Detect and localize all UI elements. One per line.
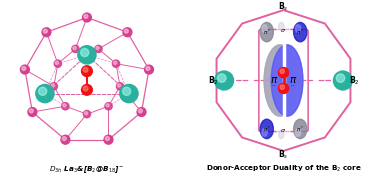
Circle shape — [104, 135, 113, 144]
Circle shape — [61, 135, 70, 144]
Ellipse shape — [294, 22, 307, 42]
Circle shape — [95, 45, 102, 52]
Circle shape — [39, 87, 47, 95]
Circle shape — [28, 108, 37, 116]
Circle shape — [120, 85, 138, 103]
Text: B$_2$: B$_2$ — [208, 74, 218, 87]
Ellipse shape — [262, 128, 267, 136]
Ellipse shape — [260, 22, 273, 42]
Text: $\sigma$: $\sigma$ — [280, 27, 287, 34]
Ellipse shape — [271, 45, 303, 116]
Ellipse shape — [295, 25, 301, 33]
Circle shape — [280, 69, 285, 74]
Ellipse shape — [277, 20, 290, 40]
Circle shape — [29, 109, 33, 113]
Text: B$_s$: B$_s$ — [278, 0, 289, 13]
Ellipse shape — [260, 119, 273, 139]
Ellipse shape — [262, 25, 267, 33]
Circle shape — [62, 137, 66, 141]
Circle shape — [43, 29, 47, 33]
Circle shape — [105, 137, 109, 141]
Circle shape — [81, 48, 89, 57]
Circle shape — [50, 83, 57, 90]
Circle shape — [22, 66, 26, 71]
Circle shape — [124, 29, 128, 33]
Circle shape — [62, 103, 69, 110]
Circle shape — [36, 85, 54, 103]
Text: Donor-Acceptor Duality of the B$_2$ core: Donor-Acceptor Duality of the B$_2$ core — [206, 164, 361, 174]
Text: $\pi$: $\pi$ — [289, 75, 297, 85]
Text: $\pi^*$: $\pi^*$ — [263, 27, 271, 37]
Circle shape — [116, 83, 124, 90]
Text: $\cdot\cdot$: $\cdot\cdot$ — [271, 82, 277, 87]
Circle shape — [72, 45, 79, 52]
Circle shape — [280, 85, 285, 89]
Circle shape — [84, 111, 88, 115]
Ellipse shape — [264, 45, 296, 116]
Circle shape — [336, 74, 345, 82]
Circle shape — [73, 46, 76, 50]
Circle shape — [105, 103, 112, 110]
Text: B$_2$: B$_2$ — [349, 74, 359, 87]
Text: $\cdot\cdot$: $\cdot\cdot$ — [290, 82, 296, 87]
Circle shape — [118, 84, 121, 87]
Circle shape — [55, 61, 59, 64]
Ellipse shape — [294, 119, 307, 139]
Circle shape — [333, 71, 352, 90]
Text: $\pi^*$: $\pi^*$ — [296, 27, 304, 37]
Circle shape — [112, 60, 120, 67]
Text: $D_{3h}$ La$_3$&[B$_2$@B$_{18}$]$^{-}$: $D_{3h}$ La$_3$&[B$_2$@B$_{18}$]$^{-}$ — [50, 164, 124, 174]
Circle shape — [106, 104, 109, 107]
Circle shape — [279, 68, 288, 78]
Circle shape — [138, 109, 143, 113]
Circle shape — [83, 67, 88, 72]
Circle shape — [82, 66, 92, 76]
Ellipse shape — [279, 131, 284, 139]
Text: B$_s$: B$_s$ — [278, 148, 289, 161]
Ellipse shape — [279, 22, 284, 30]
Ellipse shape — [264, 45, 296, 116]
Circle shape — [54, 60, 62, 67]
Circle shape — [215, 71, 234, 90]
Circle shape — [217, 74, 226, 82]
Text: $\sigma$: $\sigma$ — [280, 127, 287, 134]
Circle shape — [82, 13, 91, 22]
Circle shape — [84, 14, 88, 18]
Circle shape — [83, 86, 88, 91]
Circle shape — [82, 85, 92, 95]
Circle shape — [144, 65, 153, 74]
Circle shape — [83, 110, 91, 118]
Circle shape — [42, 28, 51, 37]
Circle shape — [63, 104, 66, 107]
Circle shape — [96, 46, 99, 50]
Circle shape — [146, 66, 150, 71]
Ellipse shape — [277, 121, 290, 141]
Circle shape — [279, 83, 288, 93]
Circle shape — [122, 87, 131, 95]
Circle shape — [51, 84, 54, 87]
Ellipse shape — [295, 128, 301, 136]
Circle shape — [137, 108, 146, 116]
Circle shape — [123, 28, 132, 37]
Text: $\pi^*$: $\pi^*$ — [263, 124, 271, 134]
Text: $\pi^*$: $\pi^*$ — [296, 124, 304, 134]
Text: $\pi$: $\pi$ — [270, 75, 278, 85]
Ellipse shape — [271, 45, 303, 116]
Circle shape — [113, 61, 117, 64]
Circle shape — [20, 65, 29, 74]
Circle shape — [78, 46, 96, 64]
